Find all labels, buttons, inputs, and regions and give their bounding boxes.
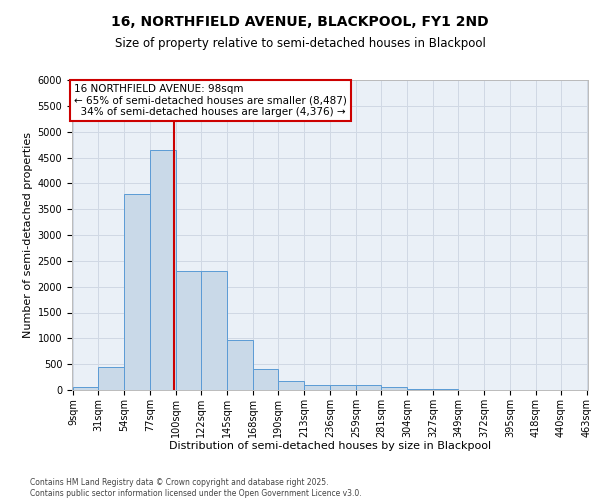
Bar [227,340,253,390]
Bar [253,370,278,390]
Bar [381,388,407,390]
Bar [124,194,150,390]
Text: 16 NORTHFIELD AVENUE: 98sqm
← 65% of semi-detached houses are smaller (8,487)
  : 16 NORTHFIELD AVENUE: 98sqm ← 65% of sem… [74,84,347,117]
Bar [150,150,176,390]
Bar [73,388,98,390]
Text: Size of property relative to semi-detached houses in Blackpool: Size of property relative to semi-detach… [115,38,485,51]
Bar [176,271,201,390]
Bar [278,381,304,390]
Bar [407,388,433,390]
Text: Contains HM Land Registry data © Crown copyright and database right 2025.
Contai: Contains HM Land Registry data © Crown c… [30,478,362,498]
Bar [304,385,330,390]
Bar [330,385,356,390]
Bar [356,385,381,390]
Text: 16, NORTHFIELD AVENUE, BLACKPOOL, FY1 2ND: 16, NORTHFIELD AVENUE, BLACKPOOL, FY1 2N… [111,15,489,29]
Bar [98,367,124,390]
Y-axis label: Number of semi-detached properties: Number of semi-detached properties [23,132,34,338]
X-axis label: Distribution of semi-detached houses by size in Blackpool: Distribution of semi-detached houses by … [169,441,491,451]
Bar [201,271,227,390]
